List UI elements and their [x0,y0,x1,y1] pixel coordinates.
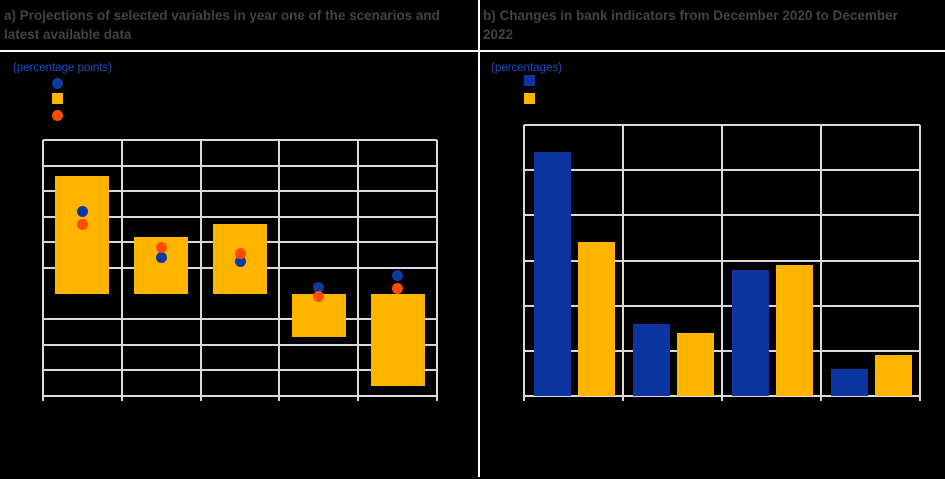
panel-a-title-rule [0,50,478,52]
grid-line-v [523,125,525,396]
grid-line-v [42,140,44,396]
panel-b-title-rule [480,50,945,52]
legend-marker-yellow-square-icon [524,93,535,104]
scenario-range-bar [370,293,425,386]
panel-a-unit-label: (percentage points) [13,62,113,74]
grid-line-v [622,125,624,396]
axis-tick [436,293,438,299]
axis-tick [357,396,360,401]
legend-marker-orange-dot-icon [52,110,63,121]
axis-tick [820,396,822,401]
blue-bar [732,269,769,396]
grid-line-h [43,395,437,397]
axis-tick [120,293,123,299]
marker-orange-dot [234,248,246,260]
grid-line-h [43,139,437,141]
grid-line-v [357,140,360,396]
panel-b-unit-label: (percentages) [491,62,562,74]
marker-orange-dot [392,282,404,294]
grid-line-v [820,125,822,396]
axis-tick [199,396,202,401]
chart-a-plot [42,139,438,401]
grid-line-h [43,318,437,321]
axis-tick [721,396,723,401]
axis-tick [436,396,438,401]
chart-b-plot [523,124,921,401]
axis-tick [278,396,281,401]
grid-line-v [721,125,723,396]
yellow-bar [578,242,615,396]
axis-tick [120,396,123,401]
axis-tick [278,293,281,299]
yellow-bar [875,355,912,396]
grid-line-v [199,140,202,396]
grid-line-h [43,369,437,372]
scenario-range-bar [55,175,110,294]
marker-blue-dot [313,281,325,293]
axis-tick [622,396,624,401]
axis-tick [42,396,44,401]
axis-tick [357,293,360,299]
blue-bar [534,152,571,396]
blue-bar [633,323,670,396]
marker-blue-dot [155,252,167,264]
marker-blue-dot [234,256,246,268]
grid-line-v [278,140,281,396]
marker-orange-dot [313,290,325,302]
legend-marker-blue-dot-icon [52,78,63,89]
blue-bar [831,368,868,396]
marker-orange-dot [155,242,167,254]
marker-blue-dot [76,206,88,218]
panel-divider [478,0,480,477]
yellow-bar [677,332,714,396]
grid-line-v [919,125,921,396]
grid-line-h [43,190,437,193]
marker-orange-dot [76,218,88,230]
grid-line-h [43,164,437,167]
grid-line-h [43,343,437,346]
legend-marker-yellow-square-icon [52,93,63,104]
panel-b-title: b) Changes in bank indicators from Decem… [483,8,898,42]
grid-line-h [43,215,437,218]
axis-tick [523,396,525,401]
grid-line-v [436,140,438,396]
marker-blue-dot [392,270,404,282]
panel-a-title: a) Projections of selected variables in … [4,8,440,42]
axis-tick [919,396,921,401]
legend-marker-blue-square-icon [524,75,535,86]
grid-line-v [120,140,123,396]
axis-tick [42,293,44,299]
axis-tick [199,293,202,299]
yellow-bar [776,265,813,396]
